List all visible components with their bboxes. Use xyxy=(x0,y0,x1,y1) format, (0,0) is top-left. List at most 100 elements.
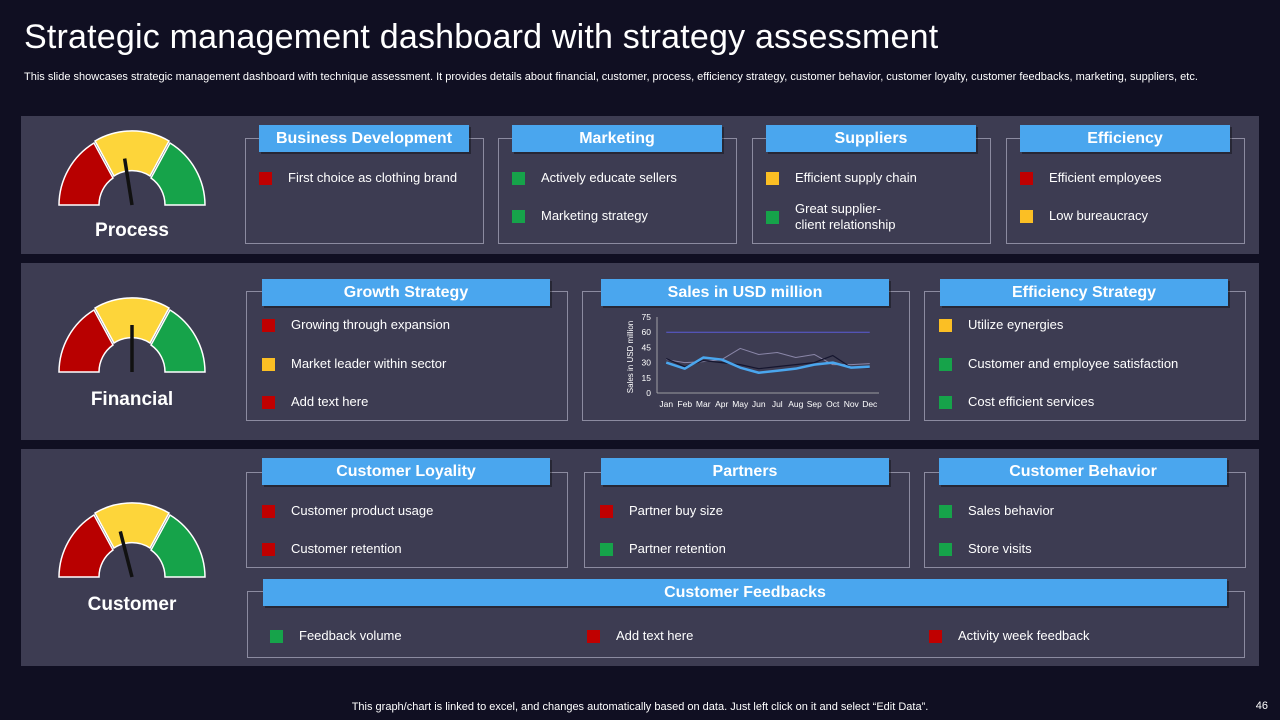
status-square-yellow xyxy=(1020,209,1033,223)
marketing-header: Marketing xyxy=(512,125,722,152)
list-item: Actively educate sellers xyxy=(512,170,677,186)
footer-note: This graph/chart is linked to excel, and… xyxy=(351,701,929,713)
status-square-green xyxy=(939,542,952,556)
customer-panel: Customer Customer Loyality Customer prod… xyxy=(21,449,1259,666)
status-square-green xyxy=(766,210,779,224)
status-square-red xyxy=(587,629,600,643)
sales-line-chart: 0 15 30 45 60 75 Jan Feb Mar Apr May Jun Jul Aug Sep Oc… xyxy=(626,313,879,409)
status-square-red xyxy=(262,318,275,332)
gauge-yellow-segment xyxy=(93,297,171,345)
status-square-yellow xyxy=(262,357,275,371)
gauge-green-segment xyxy=(150,308,206,373)
status-square-red xyxy=(259,171,272,185)
gauge-green-segment xyxy=(150,141,206,206)
list-item: Low bureaucracy xyxy=(1020,208,1148,224)
partners-header: Partners xyxy=(601,458,889,485)
list-item: Efficient supply chain xyxy=(766,170,917,186)
gauge-label-financial: Financial xyxy=(90,389,174,410)
suppliers-header: Suppliers xyxy=(766,125,976,152)
status-square-green xyxy=(939,357,952,371)
x-tick-label: Feb xyxy=(677,399,692,409)
page-number: 46 xyxy=(1255,700,1268,712)
x-tick-label: Jun xyxy=(752,399,766,409)
status-square-red xyxy=(262,395,275,409)
status-square-green xyxy=(939,504,952,518)
gauge-red-segment xyxy=(58,308,114,373)
process-panel: Process Business Development First choic… xyxy=(21,116,1259,254)
series-line-2 xyxy=(666,354,870,370)
status-square-yellow xyxy=(766,171,779,185)
list-item: Activity week feedback xyxy=(929,628,1090,644)
list-item: Marketing strategy xyxy=(512,208,648,224)
status-square-red xyxy=(262,504,275,518)
status-square-green xyxy=(600,542,613,556)
y-tick-label: 75 xyxy=(642,313,652,322)
list-item: Efficient employees xyxy=(1020,170,1162,186)
x-tick-label: Mar xyxy=(696,399,711,409)
y-tick-label: 15 xyxy=(642,373,652,383)
list-item: Growing through expansion xyxy=(262,317,450,333)
list-item: Great supplier-client relationship xyxy=(766,201,895,233)
status-square-red xyxy=(600,504,613,518)
y-tick-label: 60 xyxy=(642,327,652,337)
efficiency-strategy-header: Efficiency Strategy xyxy=(940,279,1228,306)
x-tick-label: Sep xyxy=(807,399,822,409)
x-tick-label: Oct xyxy=(826,399,840,409)
x-tick-label: Jul xyxy=(772,399,783,409)
list-item: Partner retention xyxy=(600,541,726,557)
list-item: Feedback volume xyxy=(270,628,402,644)
series-line-3 xyxy=(665,356,870,374)
status-square-red xyxy=(1020,171,1033,185)
gauge-green-segment xyxy=(150,513,206,578)
growth-strategy-header: Growth Strategy xyxy=(262,279,550,306)
gauge-needle xyxy=(122,158,134,206)
customer-loyality-header: Customer Loyality xyxy=(262,458,550,485)
customer-behavior-header: Customer Behavior xyxy=(939,458,1227,485)
business-development-header: Business Development xyxy=(259,125,469,152)
gauge-label-process: Process xyxy=(95,220,169,241)
sales-chart-header: Sales in USD million xyxy=(601,279,889,306)
customer-feedbacks-header: Customer Feedbacks xyxy=(263,579,1227,606)
list-item: Cost efficient services xyxy=(939,394,1094,410)
list-item: Market leader within sector xyxy=(262,356,446,372)
x-tick-label: Jan xyxy=(659,399,673,409)
status-square-green xyxy=(939,395,952,409)
list-item: First choice as clothing brand xyxy=(259,170,457,186)
list-item: Store visits xyxy=(939,541,1032,557)
status-square-red xyxy=(262,542,275,556)
gauge-red-segment xyxy=(58,513,114,578)
process-gauge xyxy=(58,130,206,206)
list-item: Sales behavior xyxy=(939,503,1054,519)
marketing-box xyxy=(498,138,737,244)
gauge-needle xyxy=(118,531,134,578)
list-item: Customer product usage xyxy=(262,503,433,519)
list-item: Add text here xyxy=(262,394,368,410)
x-tick-label: Apr xyxy=(715,399,728,409)
x-tick-label: Nov xyxy=(844,399,860,409)
financial-gauge xyxy=(58,297,206,373)
status-square-red xyxy=(929,629,942,643)
list-item: Utilize eynergies xyxy=(939,317,1063,333)
y-axis-label: Sales in USD million xyxy=(626,321,635,393)
list-item: Partner buy size xyxy=(600,503,723,519)
page-subtitle: This slide showcases strategic managemen… xyxy=(24,71,1198,83)
business-development-box xyxy=(245,138,484,244)
y-tick-label: 0 xyxy=(646,388,651,398)
gauge-red-segment xyxy=(58,141,114,206)
customer-gauge xyxy=(58,502,206,578)
efficiency-box xyxy=(1006,138,1245,244)
list-item: Add text here xyxy=(587,628,693,644)
status-square-green xyxy=(512,171,525,185)
x-tick-label: May xyxy=(732,399,749,409)
x-tick-label: Dec xyxy=(862,399,878,409)
gauge-yellow-segment xyxy=(93,130,171,178)
status-square-yellow xyxy=(939,318,952,332)
status-square-green xyxy=(270,629,283,643)
x-tick-label: Aug xyxy=(788,399,803,409)
list-item: Customer retention xyxy=(262,541,402,557)
y-tick-label: 45 xyxy=(642,342,652,352)
list-item: Customer and employee satisfaction xyxy=(939,356,1178,372)
financial-panel: Financial Growth Strategy Growing throug… xyxy=(21,263,1259,440)
y-tick-label: 30 xyxy=(642,358,652,368)
page-title: Strategic management dashboard with stra… xyxy=(24,18,939,56)
